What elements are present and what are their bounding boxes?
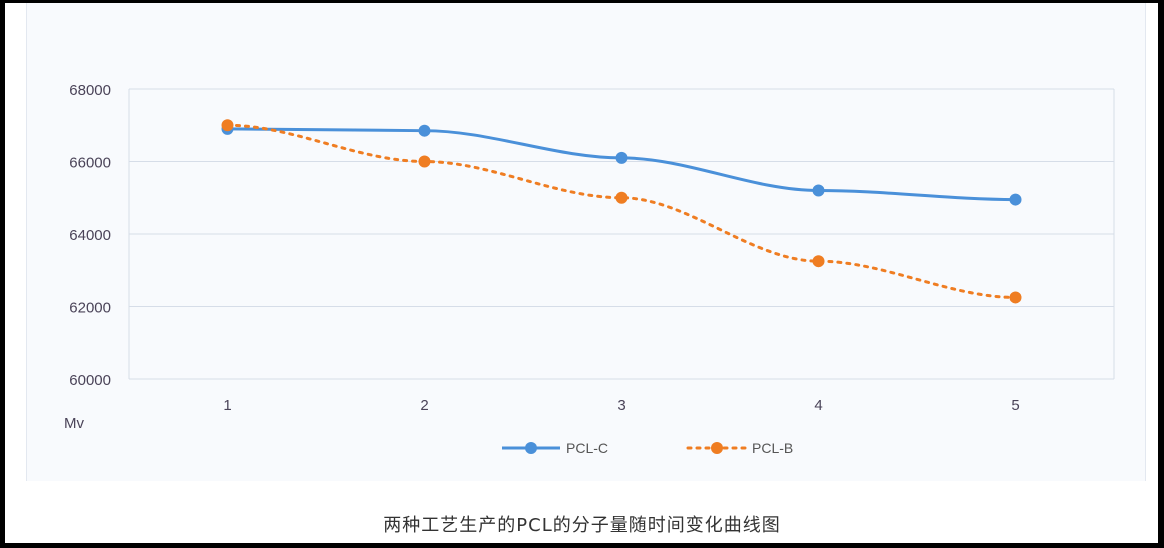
chart-frame (5, 3, 1158, 543)
data-point-pcl-b (615, 191, 628, 204)
legend-marker-pcl-c (525, 442, 537, 454)
y-tick-label: 62000 (69, 300, 111, 317)
y-tick-label: 60000 (69, 372, 111, 389)
x-tick-label: 1 (223, 397, 231, 414)
data-point-pcl-c (615, 151, 628, 164)
x-tick-label: 2 (420, 397, 428, 414)
x-tick-label: 4 (814, 397, 822, 414)
data-point-pcl-b (418, 155, 431, 168)
data-point-pcl-c (1009, 193, 1022, 206)
y-tick-label: 66000 (69, 155, 111, 172)
data-point-pcl-b (812, 255, 825, 268)
x-tick-label: 5 (1011, 397, 1019, 414)
legend-label-pcl-b: PCL-B (752, 440, 793, 456)
y-tick-label: 68000 (69, 82, 111, 99)
chart-panel (26, 3, 1146, 481)
data-point-pcl-b (221, 119, 234, 132)
legend-marker-pcl-b (711, 442, 723, 454)
y-tick-label: 64000 (69, 227, 111, 244)
series-line-pcl-c (227, 127, 1016, 202)
y-axis-label: Mv (64, 415, 84, 432)
x-tick-label: 3 (617, 397, 625, 414)
data-point-pcl-c (418, 124, 431, 137)
data-point-pcl-c (812, 184, 825, 197)
chart-title: 两种工艺生产的PCL的分子量随时间变化曲线图 (383, 515, 781, 536)
legend-label-pcl-c: PCL-C (566, 440, 608, 456)
series-line-pcl-b (226, 123, 1017, 299)
data-point-pcl-b (1009, 291, 1022, 304)
